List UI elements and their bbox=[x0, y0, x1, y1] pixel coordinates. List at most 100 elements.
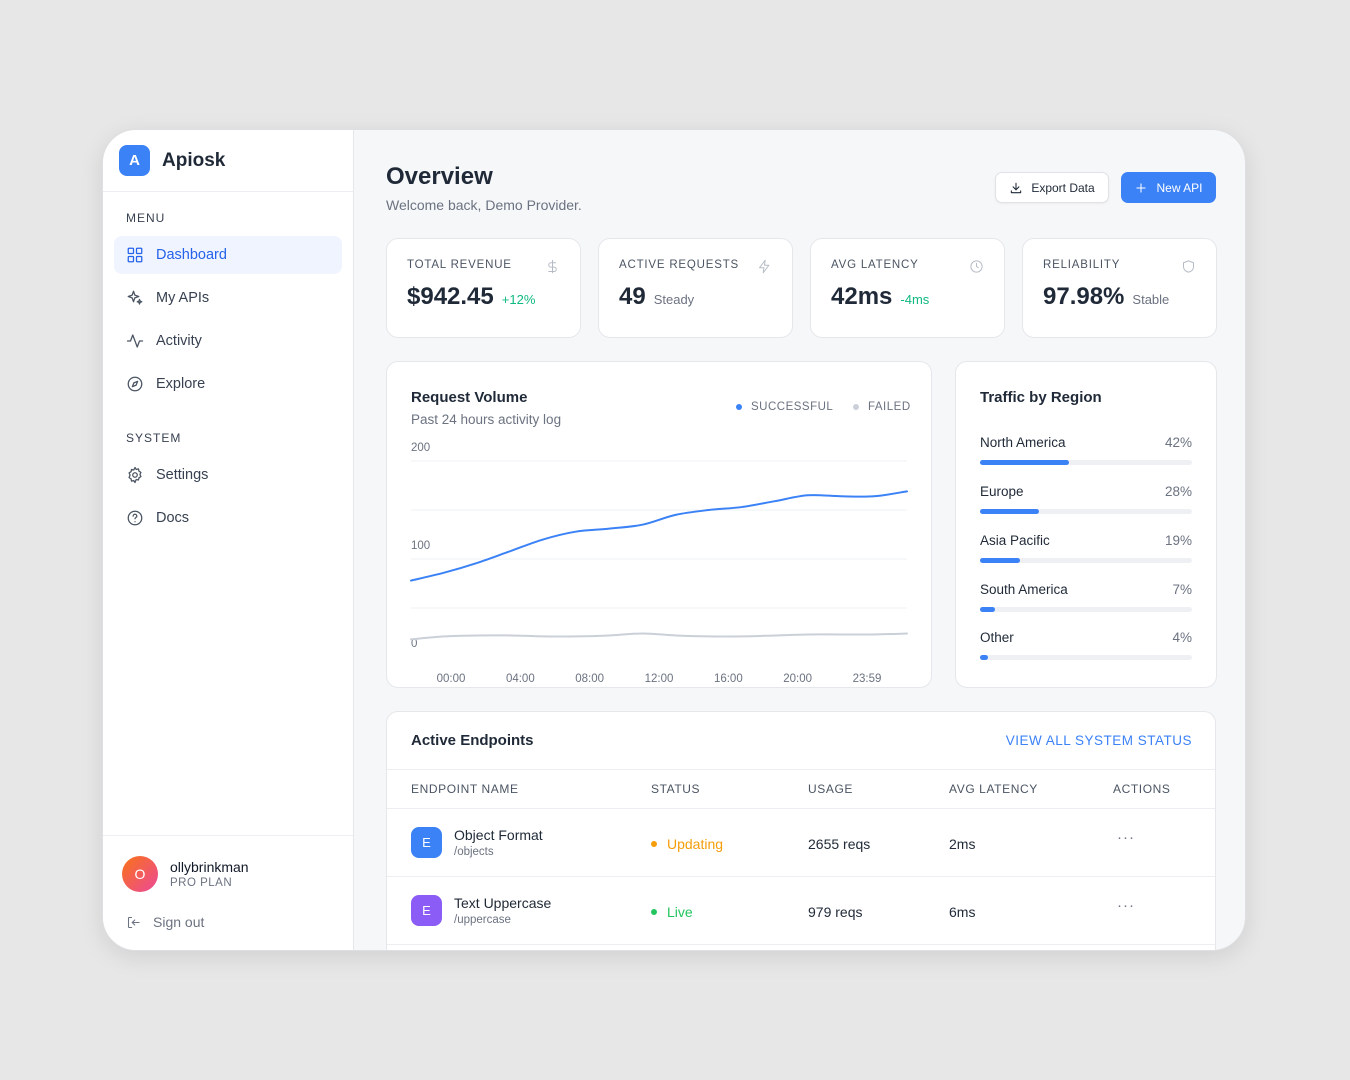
region-name: North America bbox=[980, 435, 1066, 450]
stat-change: Steady bbox=[653, 292, 695, 307]
user-name: ollybrinkman bbox=[170, 859, 249, 875]
region-bar-track bbox=[980, 558, 1192, 563]
status-dot bbox=[651, 841, 657, 847]
table-header: ENDPOINT NAME STATUS USAGE AVG LATENCY A… bbox=[387, 769, 1215, 809]
user-profile[interactable]: O ollybrinkman PRO PLAN bbox=[122, 856, 353, 892]
stat-card-requests: ACTIVE REQUESTS 49 Steady bbox=[598, 238, 793, 338]
region-pct: 42% bbox=[1164, 435, 1192, 450]
x-tick-label: 00:00 bbox=[437, 673, 466, 685]
sidebar-item-activity[interactable]: Activity bbox=[114, 322, 342, 360]
user-plan: PRO PLAN bbox=[170, 877, 233, 889]
sidebar-item-label: Explore bbox=[156, 376, 206, 392]
brand-name: Apiosk bbox=[162, 149, 226, 171]
stat-change: Stable bbox=[1132, 292, 1170, 307]
region-bar-fill bbox=[980, 558, 1021, 563]
brand[interactable]: A Apiosk bbox=[103, 130, 353, 192]
sidebar-item-settings[interactable]: Settings bbox=[114, 456, 342, 494]
region-bar-track bbox=[980, 607, 1192, 612]
dollar-icon bbox=[548, 259, 557, 274]
legend-failed[interactable]: FAILED bbox=[853, 401, 911, 413]
x-tick-label: 16:00 bbox=[714, 673, 743, 685]
region-name: Europe bbox=[980, 484, 1024, 499]
x-tick-label: 20:00 bbox=[783, 673, 812, 685]
sign-out-button[interactable]: Sign out bbox=[126, 914, 353, 930]
endpoint-name: Text Uppercase bbox=[454, 895, 552, 911]
region-pct: 19% bbox=[1164, 533, 1192, 548]
plus-icon bbox=[1136, 182, 1147, 193]
sidebar-item-explore[interactable]: Explore bbox=[114, 365, 342, 403]
status-label: Live bbox=[667, 904, 693, 920]
traffic-by-region-card: Traffic by Region North America 42% Europ… bbox=[955, 361, 1217, 688]
column-header[interactable]: USAGE bbox=[808, 782, 854, 796]
stat-card-latency: AVG LATENCY 42ms -4ms bbox=[810, 238, 1005, 338]
new-api-button[interactable]: New API bbox=[1121, 172, 1216, 203]
legend-successful[interactable]: SUCCESSFUL bbox=[736, 401, 833, 413]
series-line-successful bbox=[410, 490, 908, 582]
request-volume-chart: 0 100 200 00:00 04:00 08:00 12:00 16:00 20:00 23:… bbox=[410, 442, 908, 685]
user-area: O ollybrinkman PRO PLAN Sign out bbox=[103, 835, 353, 950]
stat-change: +12% bbox=[501, 292, 536, 307]
more-actions-button[interactable]: ··· bbox=[1117, 829, 1135, 846]
sidebar-item-my-apis[interactable]: My APIs bbox=[114, 279, 342, 317]
stat-label: TOTAL REVENUE bbox=[407, 259, 512, 271]
column-header[interactable]: AVG LATENCY bbox=[949, 782, 1038, 796]
region-pct: 4% bbox=[1172, 630, 1192, 645]
active-endpoints-card: Active Endpoints VIEW ALL SYSTEM STATUS … bbox=[386, 711, 1216, 950]
region-row: South America 7% bbox=[980, 582, 1192, 612]
avatar: O bbox=[122, 856, 158, 892]
view-all-status-link[interactable]: VIEW ALL SYSTEM STATUS bbox=[1005, 733, 1192, 748]
usage-value: 979 reqs bbox=[808, 904, 863, 920]
x-tick-label: 23:59 bbox=[853, 673, 882, 685]
sidebar-item-dashboard[interactable]: Dashboard bbox=[114, 236, 342, 274]
region-row: North America 42% bbox=[980, 435, 1192, 465]
sidebar: A Apiosk MENU Dashboard My APIs Activity… bbox=[103, 130, 354, 950]
endpoint-name: Object Format bbox=[454, 827, 543, 843]
y-tick-label: 100 bbox=[411, 540, 430, 552]
endpoint-badge: E bbox=[411, 895, 442, 926]
table-row[interactable]: E Object Format /objects Updating 2655 r… bbox=[387, 809, 1215, 877]
activity-icon bbox=[126, 334, 144, 348]
page-title: Overview bbox=[386, 163, 493, 190]
main-content: Overview Welcome back, Demo Provider. Ex… bbox=[354, 130, 1245, 950]
x-tick-label: 04:00 bbox=[506, 673, 535, 685]
chart-subtitle: Past 24 hours activity log bbox=[411, 412, 562, 427]
stat-label: ACTIVE REQUESTS bbox=[619, 259, 739, 271]
app-window: A Apiosk MENU Dashboard My APIs Activity… bbox=[102, 129, 1246, 951]
status-label: Updating bbox=[667, 836, 724, 852]
region-name: Asia Pacific bbox=[980, 533, 1050, 548]
legend-dot bbox=[853, 404, 859, 410]
region-bar-fill bbox=[980, 460, 1070, 465]
column-header[interactable]: STATUS bbox=[651, 782, 701, 796]
region-title: Traffic by Region bbox=[980, 389, 1102, 406]
endpoint-path: /objects bbox=[454, 846, 494, 858]
endpoint-badge: E bbox=[411, 827, 442, 858]
endpoint-path: /uppercase bbox=[454, 914, 511, 926]
region-bar-fill bbox=[980, 607, 995, 612]
column-header[interactable]: ENDPOINT NAME bbox=[411, 782, 519, 796]
clock-icon bbox=[970, 260, 983, 273]
region-pct: 7% bbox=[1172, 582, 1192, 597]
gear-icon bbox=[128, 466, 142, 484]
export-data-button[interactable]: Export Data bbox=[995, 172, 1109, 203]
status-dot bbox=[651, 909, 657, 915]
sidebar-item-label: Activity bbox=[156, 333, 202, 349]
bolt-icon bbox=[759, 259, 770, 274]
compass-icon bbox=[127, 376, 143, 392]
stat-value: 49 bbox=[619, 283, 646, 310]
sidebar-item-docs[interactable]: Docs bbox=[114, 499, 342, 537]
region-bar-track bbox=[980, 509, 1192, 514]
region-row: Europe 28% bbox=[980, 484, 1192, 514]
sign-out-label: Sign out bbox=[153, 914, 205, 930]
request-volume-card: Request Volume Past 24 hours activity lo… bbox=[386, 361, 932, 688]
usage-value: 2655 reqs bbox=[808, 836, 871, 852]
grid-icon bbox=[127, 247, 143, 263]
region-row: Other 4% bbox=[980, 630, 1192, 660]
sidebar-item-label: Docs bbox=[156, 510, 190, 526]
system-section-label: SYSTEM bbox=[126, 431, 182, 445]
table-row[interactable]: E Text Uppercase /uppercase Live 979 req… bbox=[387, 877, 1215, 945]
status-badge: Updating bbox=[651, 836, 723, 852]
brand-logo: A bbox=[119, 145, 150, 176]
sparkles-icon bbox=[127, 290, 143, 305]
more-actions-button[interactable]: ··· bbox=[1117, 897, 1135, 914]
region-row: Asia Pacific 19% bbox=[980, 533, 1192, 563]
